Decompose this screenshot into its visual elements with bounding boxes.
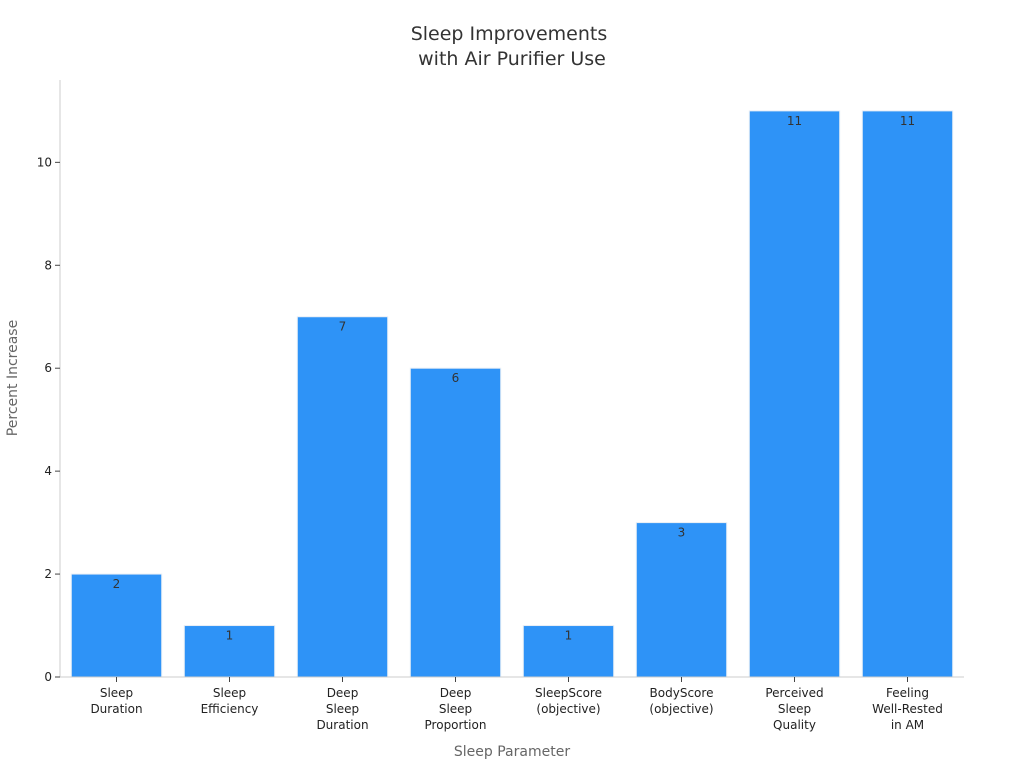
y-tick-label: 8 <box>44 258 52 272</box>
bars <box>70 110 954 678</box>
bar-value-label: 3 <box>678 526 686 540</box>
bar-value-label: 2 <box>113 577 121 591</box>
bar-value-label: 1 <box>226 629 234 643</box>
y-tick-label: 4 <box>44 464 52 478</box>
y-axis-title: Percent Increase <box>5 320 21 436</box>
y-tick-label: 0 <box>44 670 52 684</box>
bar <box>70 573 163 678</box>
bar <box>183 625 276 678</box>
bar-value-label: 1 <box>565 629 573 643</box>
x-tick-label: Feeling Well-Rested in AM <box>872 686 943 732</box>
y-tick-label: 2 <box>44 567 52 581</box>
bar-value-label: 11 <box>900 114 915 128</box>
x-tick-label: SleepScore (objective) <box>535 686 602 716</box>
y-tick-label: 6 <box>44 361 52 375</box>
bar <box>748 110 841 678</box>
x-tick-label: Sleep Duration <box>90 686 142 716</box>
y-axis-ticks: 0 2 4 6 8 10 <box>37 155 60 684</box>
bar-value-label: 6 <box>452 371 460 385</box>
bar-value-label: 11 <box>787 114 802 128</box>
x-axis-title: Sleep Parameter <box>454 744 570 760</box>
data-labels: 2 1 7 6 1 3 11 11 <box>113 114 915 643</box>
bar <box>635 522 728 678</box>
bar <box>861 110 954 678</box>
chart-title-line: with Air Purifier Use <box>418 48 606 70</box>
chart-title-line: Sleep Improvements <box>411 23 608 45</box>
x-tick-label: Deep Sleep Duration <box>316 686 368 732</box>
bar <box>522 625 615 678</box>
bar-value-label: 7 <box>339 320 347 334</box>
bar <box>409 367 502 678</box>
chart-title: Sleep Improvements with Air Purifier Use <box>411 23 614 70</box>
x-tick-label: Perceived Sleep Quality <box>765 686 823 732</box>
y-tick-label: 10 <box>37 155 52 169</box>
bar <box>296 316 389 678</box>
x-tick-label: Sleep Efficiency <box>201 686 259 716</box>
x-axis-ticks: Sleep Duration Sleep Efficiency Deep Sleep Dur… <box>90 677 943 732</box>
x-tick-label: Deep Sleep Proportion <box>425 686 487 732</box>
x-tick-label: BodyScore (objective) <box>649 686 713 716</box>
